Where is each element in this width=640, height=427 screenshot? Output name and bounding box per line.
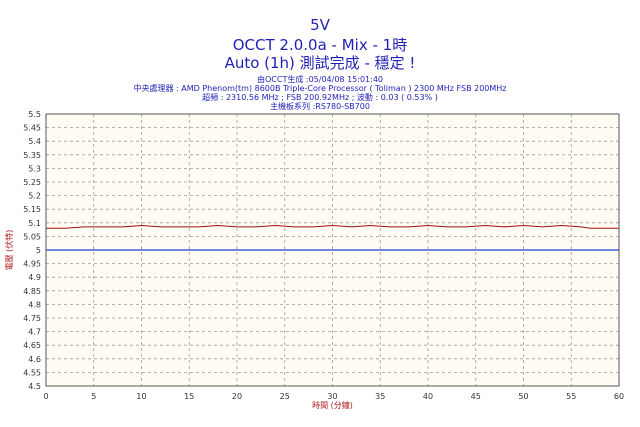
x-tick-label: 40 xyxy=(423,392,433,401)
x-tick-label: 5 xyxy=(91,392,96,401)
x-tick-label: 20 xyxy=(232,392,242,401)
y-tick-label: 4.6 xyxy=(28,355,41,364)
x-tick-label: 10 xyxy=(136,392,146,401)
x-tick-label: 60 xyxy=(614,392,624,401)
y-axis-ticks: 4.5 4.55 4.6 4.65 4.7 4.75 4.8 4.85 4.9 4.95 5 5.05… xyxy=(23,110,41,391)
series-line-5v xyxy=(46,224,619,229)
y-tick-label: 5.45 xyxy=(23,124,41,133)
x-tick-label: 45 xyxy=(471,392,481,401)
y-tick-label: 5 xyxy=(36,246,41,255)
motherboard-info: 主機板系列 :RS780-SB700 xyxy=(270,102,370,111)
y-tick-label: 4.65 xyxy=(23,341,41,350)
y-tick-label: 4.55 xyxy=(23,368,41,377)
generated-info: 由OCCT生成 :05/04/08 15:01:40 xyxy=(257,75,383,84)
y-tick-label: 5.3 xyxy=(28,164,41,173)
chart-subtitle: OCCT 2.0.0a - Mix - 1時 xyxy=(232,36,408,54)
x-tick-label: 15 xyxy=(184,392,194,401)
y-tick-label: 5.5 xyxy=(28,110,41,119)
x-tick-label: 50 xyxy=(518,392,528,401)
y-tick-label: 5.25 xyxy=(23,178,41,187)
y-tick-label: 5.1 xyxy=(28,219,41,228)
x-tick-label: 55 xyxy=(566,392,576,401)
y-tick-label: 4.75 xyxy=(23,314,41,323)
y-tick-label: 4.7 xyxy=(28,328,41,337)
y-tick-label: 5.2 xyxy=(28,192,41,201)
y-axis-label: 電壓 (伏特) xyxy=(4,230,14,271)
overclock-info: 超頻 : 2310.56 MHz ; FSB 200.92MHz ; 波動 : … xyxy=(202,93,438,102)
plot-border xyxy=(45,113,620,387)
y-tick-label: 5.15 xyxy=(23,205,41,214)
y-tick-label: 5.05 xyxy=(23,232,41,241)
x-tick-label: 0 xyxy=(43,392,48,401)
cpu-info: 中央處理器 : AMD Phenom(tm) 8600B Triple-Core… xyxy=(133,84,507,93)
y-tick-label: 5.35 xyxy=(23,151,41,160)
x-tick-label: 35 xyxy=(375,392,385,401)
chart-title: 5V xyxy=(310,16,330,34)
x-tick-label: 30 xyxy=(327,392,337,401)
x-tick-label: 25 xyxy=(280,392,290,401)
y-tick-label: 4.8 xyxy=(28,300,41,309)
test-status: Auto (1h) 測試完成 - 穩定 ! xyxy=(224,54,416,72)
y-tick-label: 4.9 xyxy=(28,273,41,282)
y-tick-label: 5.4 xyxy=(28,137,41,146)
y-tick-label: 4.95 xyxy=(23,260,41,269)
x-axis-label: 時間 (分鐘) xyxy=(312,400,353,410)
y-tick-label: 4.5 xyxy=(28,382,41,391)
y-tick-label: 4.85 xyxy=(23,287,41,296)
x-axis-ticks: 0 5 10 15 20 25 30 35 40 45 50 55 60 xyxy=(43,392,624,401)
